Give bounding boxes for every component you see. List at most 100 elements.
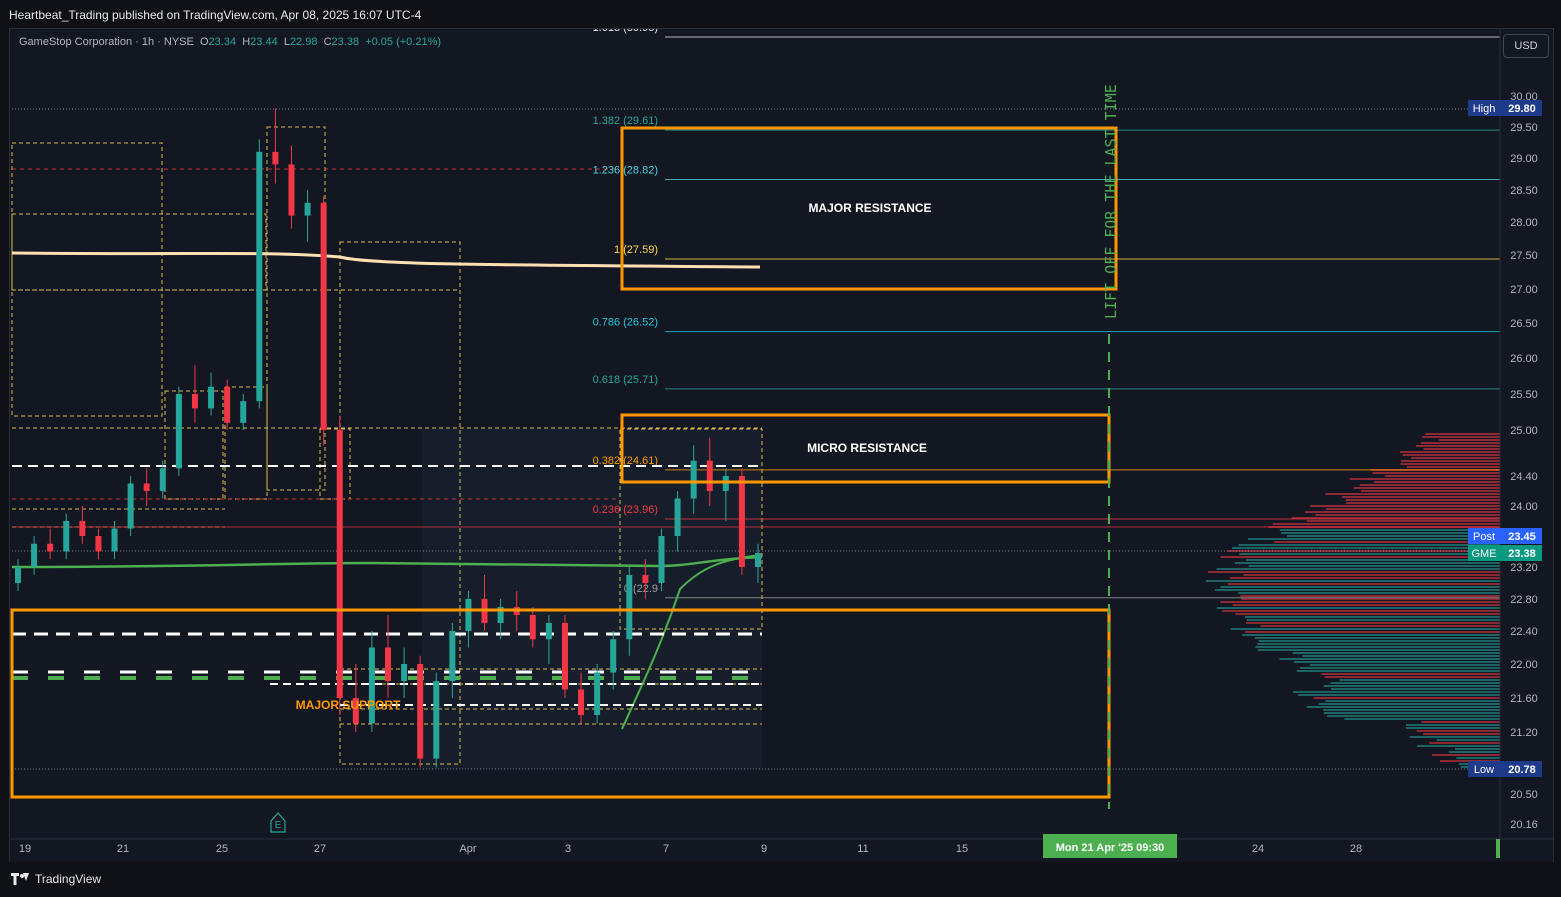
- price-tick-label: 26.00: [1510, 353, 1538, 365]
- chart-panel[interactable]: 1.618 (30.95) 1.382 (29.61) 1.236 (28.82) 1…: [9, 28, 1554, 864]
- volume-profile-bar: [1307, 520, 1500, 522]
- volume-profile-bar: [1411, 457, 1500, 459]
- candle-body: [63, 521, 69, 552]
- price-tick-label: 20.50: [1510, 789, 1538, 801]
- candle-body: [224, 387, 230, 423]
- publish-info: Heartbeat_Trading published on TradingVi…: [9, 8, 421, 22]
- top-bar: Heartbeat_Trading published on TradingVi…: [0, 0, 1561, 28]
- volume-profile-bar: [1315, 514, 1500, 516]
- candle-body: [256, 152, 262, 401]
- volume-profile-bar: [1423, 733, 1500, 735]
- candle-body: [691, 461, 697, 499]
- volume-profile-bar: [1326, 508, 1500, 510]
- fib-label: 0.786 (26.52): [593, 317, 658, 329]
- volume-profile-bar: [1245, 616, 1500, 618]
- volume-profile-bar: [1429, 742, 1500, 744]
- volume-profile-bar: [1246, 559, 1500, 561]
- vertical-annotation: LIFT OFF FOR THE LAST TIME: [1102, 84, 1120, 319]
- time-tick-label: 9: [761, 843, 767, 855]
- high-value: 23.44: [250, 36, 278, 48]
- candle-body: [112, 529, 118, 552]
- candle-body: [272, 152, 278, 165]
- candle-body: [144, 484, 150, 492]
- volume-profile-bar: [1416, 445, 1500, 447]
- volume-profile-bar: [1372, 472, 1500, 474]
- volume-profile-bar: [1324, 685, 1500, 687]
- zone-label-micro-resistance: MICRO RESISTANCE: [807, 441, 927, 455]
- volume-profile-bar: [1293, 652, 1500, 654]
- candle-body: [176, 394, 182, 468]
- price-badge: GME 23.38: [1468, 545, 1542, 561]
- price-badge-label: Low: [1474, 764, 1494, 776]
- price-badge: Low 20.78: [1468, 761, 1542, 777]
- volume-profile-bar: [1257, 643, 1500, 645]
- price-tick-label: 20.16: [1510, 819, 1538, 831]
- volume-profile-bar: [1374, 481, 1500, 483]
- candle-body: [95, 536, 101, 552]
- candle-body: [642, 575, 648, 583]
- candle-body: [449, 631, 455, 681]
- volume-profile-bar: [1273, 523, 1500, 525]
- price-chart[interactable]: 1.618 (30.95) 1.382 (29.61) 1.236 (28.82) 1…: [10, 29, 1553, 863]
- volume-profile-bar: [1361, 490, 1500, 492]
- high-label: H: [242, 36, 250, 48]
- volume-profile-bar: [1455, 748, 1500, 750]
- volume-profile-bar: [1258, 649, 1500, 651]
- volume-profile-bar: [1354, 487, 1500, 489]
- volume-profile-bar: [1228, 583, 1500, 585]
- volume-profile-bar: [1417, 730, 1500, 732]
- candle-body: [401, 664, 407, 681]
- volume-profile-bar: [1325, 676, 1500, 678]
- price-badge-label: High: [1473, 103, 1496, 115]
- candle-body: [417, 664, 423, 759]
- volume-profile-bar: [1400, 451, 1500, 453]
- volume-profile-bar: [1325, 700, 1500, 702]
- volume-profile-bar: [1319, 703, 1500, 705]
- volume-profile-bar: [1406, 724, 1500, 726]
- tradingview-logo[interactable]: TradingView: [11, 872, 101, 886]
- volume-profile-bar: [1248, 538, 1500, 540]
- volume-profile-bar: [1407, 466, 1500, 468]
- volume-profile-bar: [1401, 460, 1500, 462]
- candle-body: [739, 476, 745, 567]
- fib-label: 0.236 (23.96): [593, 504, 658, 516]
- open-value: 23.34: [209, 36, 237, 48]
- volume-profile-bar: [1406, 727, 1500, 729]
- candle-body: [288, 164, 294, 215]
- volume-profile-bar: [1239, 544, 1500, 546]
- volume-profile-bar: [1233, 604, 1500, 606]
- candle-body: [658, 536, 664, 583]
- volume-profile-bar: [1439, 439, 1500, 441]
- symbol-title: GameStop Corporation · 1h · NYSE: [19, 36, 194, 48]
- candle-body: [433, 681, 439, 759]
- currency-button[interactable]: USD: [1503, 34, 1549, 58]
- price-tick-label: 24.00: [1510, 501, 1538, 513]
- volume-profile-bar: [1217, 607, 1500, 609]
- price-tick-label: 21.20: [1510, 727, 1538, 739]
- volume-profile-bar: [1307, 706, 1500, 708]
- volume-profile-bar: [1456, 757, 1500, 759]
- price-tick-label: 24.40: [1510, 471, 1538, 483]
- candle-body: [79, 521, 85, 536]
- time-tick-label: 11: [857, 843, 868, 855]
- volume-profile-bar: [1230, 577, 1500, 579]
- volume-profile-bar: [1245, 631, 1500, 633]
- price-tick-label: 25.00: [1510, 425, 1538, 437]
- change-value: +0.05 (+0.21%): [365, 36, 441, 48]
- price-tick-label: 21.60: [1510, 693, 1538, 705]
- time-tick-label: 19: [19, 843, 31, 855]
- candle-body: [337, 430, 343, 698]
- candle-body: [305, 203, 311, 216]
- price-tick-label: 22.40: [1510, 626, 1538, 638]
- candle-body: [321, 203, 327, 430]
- close-label: C: [324, 36, 332, 48]
- candle-body: [369, 648, 375, 724]
- candle-body: [707, 461, 713, 491]
- candle-body: [594, 673, 600, 716]
- time-badge-label: Mon 21 Apr '25 09:30: [1056, 842, 1165, 854]
- candle-body: [160, 468, 166, 491]
- price-tick-label: 26.50: [1510, 318, 1538, 330]
- volume-profile-bar: [1217, 568, 1500, 570]
- price-tick-label: 25.50: [1510, 389, 1538, 401]
- price-tick-label: 29.50: [1510, 122, 1538, 134]
